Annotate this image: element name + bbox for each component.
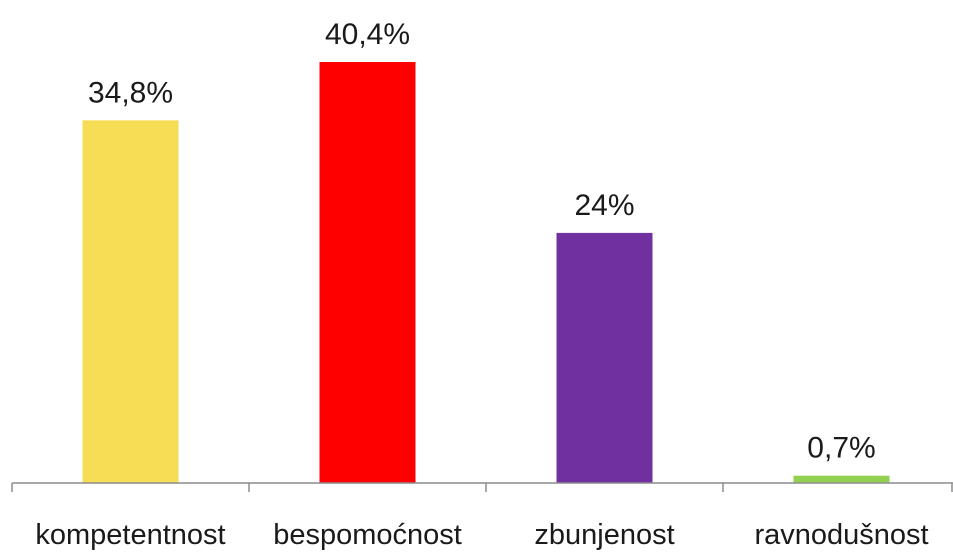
x-axis <box>11 482 953 492</box>
category-labels-group: kompetentnost bespomoćnost zbunjenost ravno… <box>35 519 928 551</box>
value-label-kompetentnost: 34,8% <box>88 76 173 109</box>
category-label-zbunjenost: zbunjenost <box>534 519 674 551</box>
value-label-zbunjenost: 24% <box>574 189 634 222</box>
category-label-kompetentnost: kompetentnost <box>35 519 225 551</box>
category-label-bespomocnost: bespomoćnost <box>273 519 462 551</box>
value-label-bespomocnost: 40,4% <box>325 18 410 51</box>
bar-ravnodusnost <box>793 475 890 483</box>
value-labels-group: 34,8% 40,4% 24% 0,7% <box>88 18 876 465</box>
bars-group <box>82 62 890 483</box>
bar-zbunjenost <box>556 232 653 483</box>
value-label-ravnodusnost: 0,7% <box>807 432 875 465</box>
bar-bespomocnost <box>319 62 416 483</box>
bar-kompetentnost <box>82 120 179 483</box>
category-label-ravnodusnost: ravnodušnost <box>754 519 928 551</box>
